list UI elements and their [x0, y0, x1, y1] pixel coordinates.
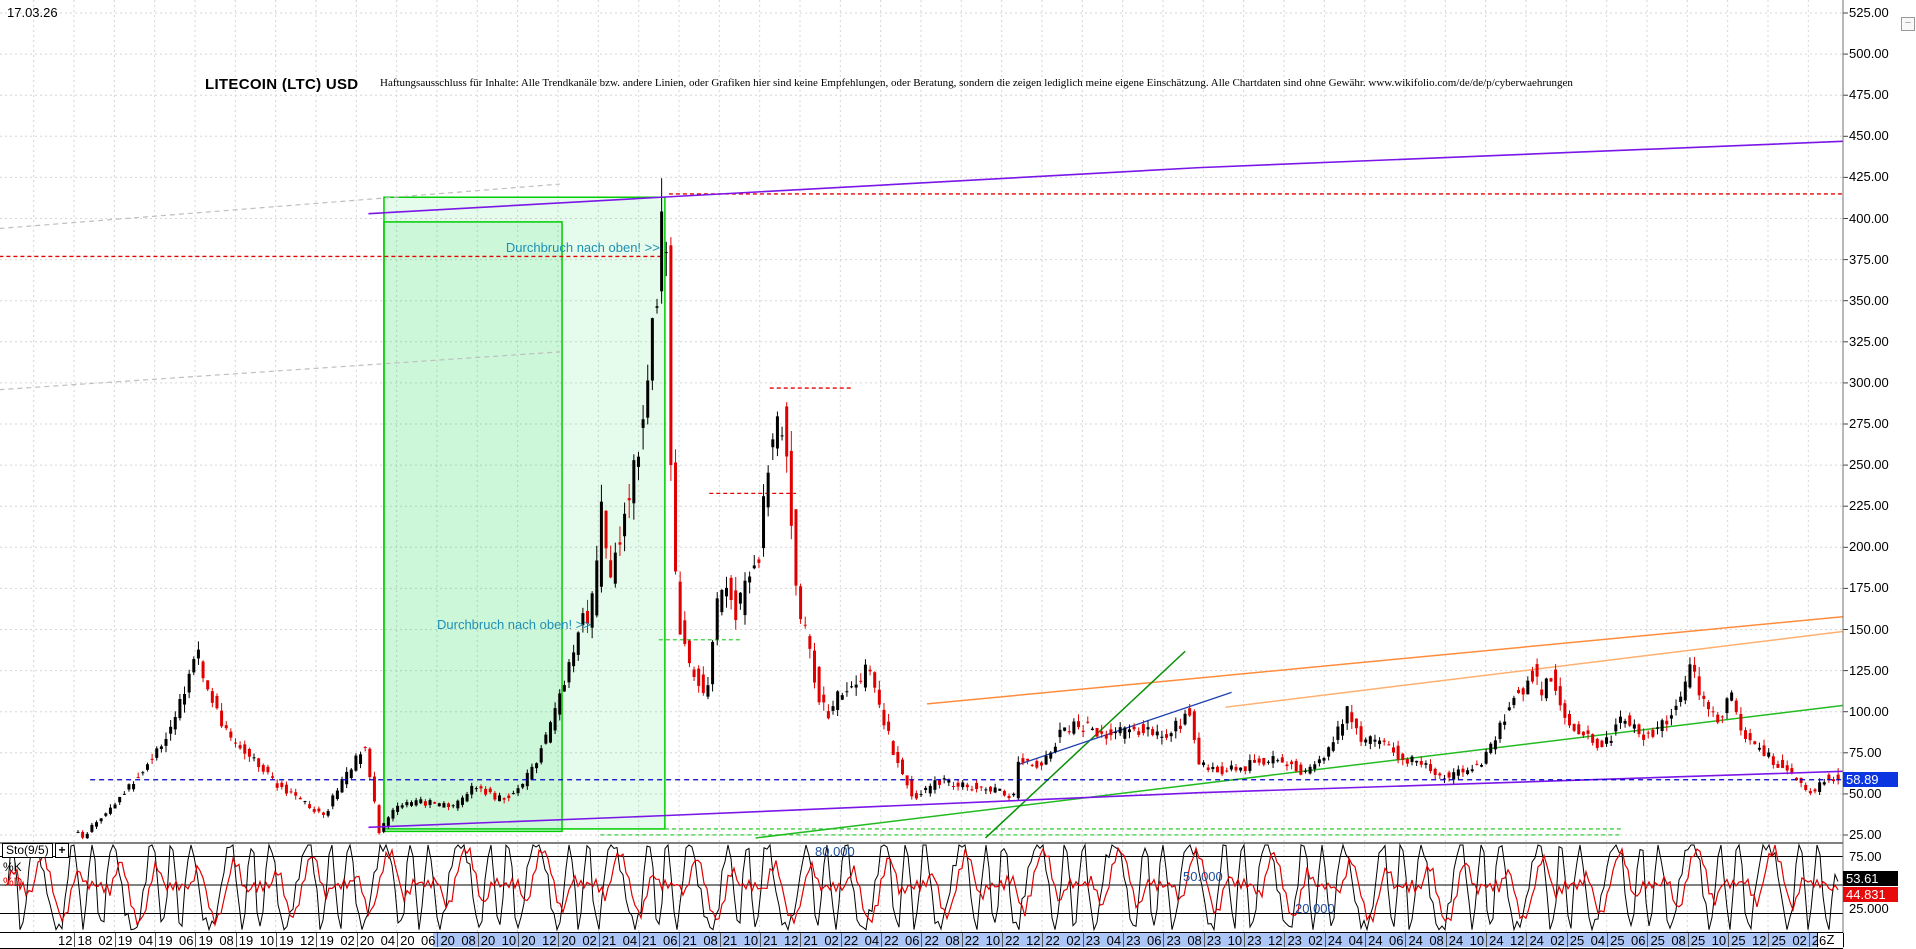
date-axis-label: 12 18	[58, 932, 92, 948]
current-price-badge: 58.89	[1843, 772, 1898, 787]
sto-level-inline-label: 20.000	[1295, 901, 1335, 916]
price-axis-label: 125.00	[1849, 662, 1889, 678]
date-axis-label: 08 19	[219, 932, 254, 948]
date-axis-label: 04 22	[864, 932, 899, 948]
date-axis-label: 12 21	[783, 932, 818, 948]
date-range-highlight	[433, 933, 1817, 947]
price-axis-label: 50.00	[1849, 785, 1882, 801]
price-axis-label: 175.00	[1849, 580, 1889, 596]
date-axis-label: 12 20	[541, 932, 576, 948]
percent-d-label: %D	[3, 875, 23, 889]
date-axis-label: 08 23	[1187, 932, 1222, 948]
date-axis-label: 04 21	[622, 932, 657, 948]
stochastic-indicator-label[interactable]: Sto(9/5)	[2, 843, 53, 858]
date-axis-label: 04 25	[1590, 932, 1625, 948]
date-axis-label: 06 24	[1388, 932, 1423, 948]
date-axis-label: 12 22	[1025, 932, 1060, 948]
date-axis-label: 06 20	[420, 932, 455, 948]
price-axis-label: 200.00	[1849, 539, 1889, 555]
date-axis-label: 02 24	[1308, 932, 1343, 948]
date-axis-label: 12 23	[1267, 932, 1302, 948]
chart-title: LITECOIN (LTC) USD	[205, 76, 359, 93]
price-axis-label: 375.00	[1849, 251, 1889, 267]
date-axis-label: 12 19	[299, 932, 334, 948]
date-axis-label: 08 22	[945, 932, 980, 948]
date-axis-label: 10 23	[1227, 932, 1262, 948]
sto-level-75-label: 75.00	[1849, 849, 1882, 864]
date-axis-label: 06 25	[1630, 932, 1665, 948]
price-axis-label: 225.00	[1849, 498, 1889, 514]
date-axis-label: 08 20	[461, 932, 496, 948]
sto-level-inline-label: 80.000	[815, 844, 855, 859]
date-axis-label: 08 21	[703, 932, 738, 948]
price-axis-label: 100.00	[1849, 703, 1889, 719]
date-axis-label: 02 23	[1066, 932, 1101, 948]
date-axis-label: 02 21	[582, 932, 617, 948]
percent-k-label: %K	[3, 860, 22, 874]
price-axis-label: 350.00	[1849, 292, 1889, 308]
breakout-annotation: Durchbruch nach oben! >>	[437, 616, 591, 632]
collapse-axis-button[interactable]: −	[1901, 17, 1915, 31]
date-axis-label: 10 24	[1469, 932, 1504, 948]
date-axis-label: 12 24	[1509, 932, 1544, 948]
date-axis-label: 10 19	[259, 932, 294, 948]
price-axis-label: 300.00	[1849, 374, 1889, 390]
sto-d-value-badge: 44.831	[1843, 887, 1898, 902]
price-axis-label: 25.00	[1849, 827, 1882, 842]
date-axis-label: 10 22	[985, 932, 1020, 948]
date-axis-label: 06 22	[904, 932, 939, 948]
date-axis-label: 02 20	[340, 932, 375, 948]
date-axis[interactable]: Z 12 18 02 19 04 19 06 19 08 19 10 19 12 19 02 20 04 20 06…	[0, 932, 1844, 949]
price-axis-label: 500.00	[1849, 46, 1889, 62]
date-axis-label: 04 24	[1348, 932, 1383, 948]
date-axis-label: 10 21	[743, 932, 778, 948]
price-axis-label: 400.00	[1849, 210, 1889, 226]
date-axis-label: 06 19	[178, 932, 213, 948]
date-axis-label: 04 19	[138, 932, 173, 948]
price-axis-label: 325.00	[1849, 333, 1889, 349]
date-axis-label: 06 21	[662, 932, 697, 948]
price-axis-label: 275.00	[1849, 416, 1889, 431]
date-axis-label: 08 24	[1429, 932, 1464, 948]
date-axis-label: 04 23	[1106, 932, 1141, 948]
sto-level-25-label: 25.000	[1849, 901, 1889, 916]
zoom-reset-button[interactable]: Z	[1817, 933, 1844, 947]
sto-level-inline-label: 50.000	[1183, 869, 1223, 884]
breakout-annotation: Durchbruch nach oben! >>	[505, 240, 660, 256]
date-axis-label: 02 25	[1550, 932, 1585, 948]
date-axis-label: 12 25	[1751, 932, 1786, 948]
date-axis-label: 02 19	[98, 932, 133, 948]
price-axis-label: 475.00	[1849, 87, 1889, 103]
date-axis-label: 08 25	[1671, 932, 1706, 948]
price-axis-label: 150.00	[1849, 621, 1889, 637]
date-axis-label: 10 20	[501, 932, 536, 948]
price-axis-label: 250.00	[1849, 457, 1889, 473]
sto-k-value-badge: 53.61	[1843, 871, 1898, 886]
price-axis-label: 425.00	[1849, 169, 1889, 185]
date-axis-label: 02 26	[1792, 932, 1827, 948]
date-axis-label: 06 23	[1146, 932, 1181, 948]
current-date-label: 17.03.26	[7, 5, 58, 20]
price-axis-label: 75.00	[1849, 744, 1882, 760]
date-axis-label: 10 25	[1711, 932, 1746, 948]
date-axis-label: 02 22	[824, 932, 859, 948]
price-axis-label: 525.00	[1849, 5, 1889, 20]
expand-indicator-button[interactable]: +	[55, 843, 69, 858]
price-axis-label: 450.00	[1849, 128, 1889, 144]
disclaimer-text: Haftungsausschluss für Inhalte: Alle Tre…	[380, 77, 1573, 89]
date-axis-label: 04 20	[380, 932, 415, 948]
